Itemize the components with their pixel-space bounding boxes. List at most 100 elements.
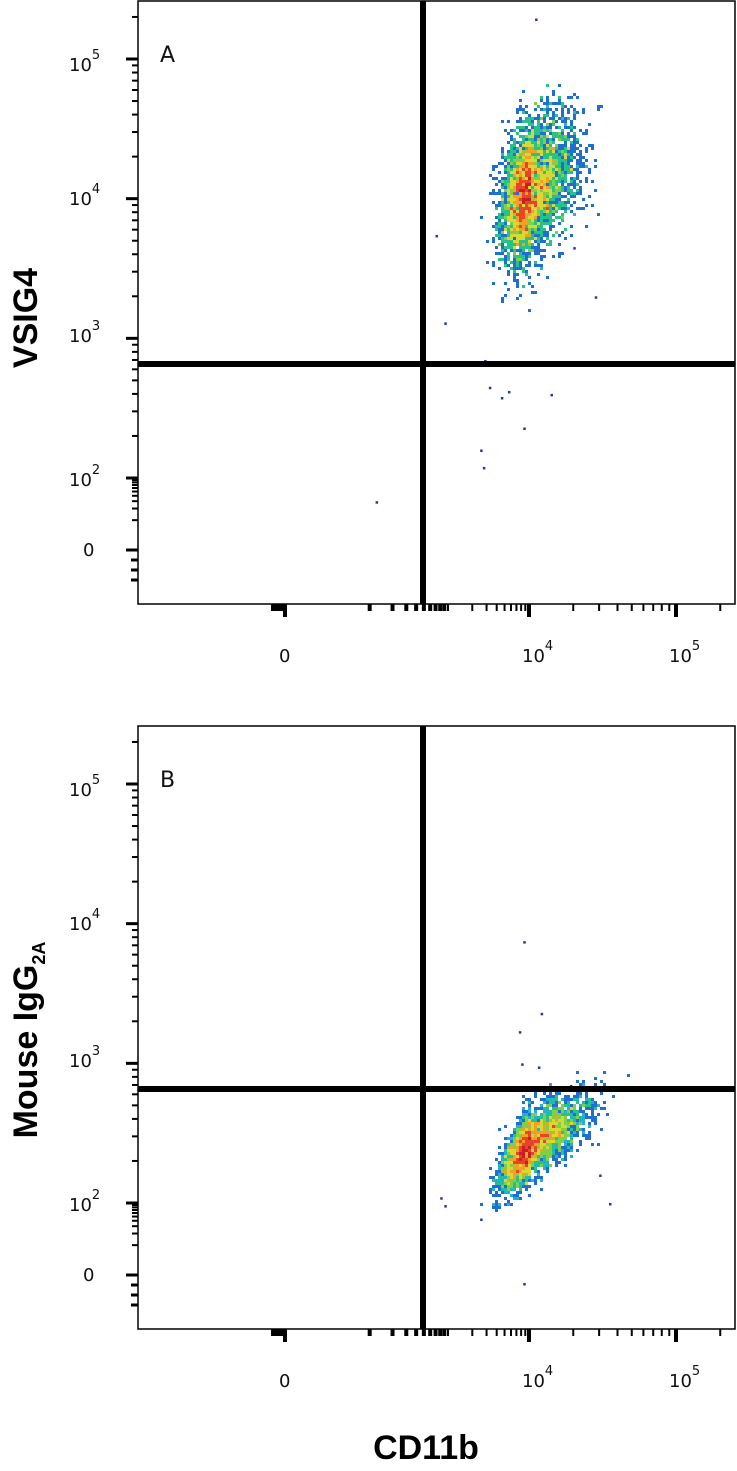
event-dot <box>540 162 543 165</box>
event-dot <box>519 222 522 225</box>
event-dot <box>525 225 528 228</box>
event-dot <box>543 1107 546 1110</box>
event-dot <box>561 168 564 171</box>
event-dot <box>573 1113 576 1116</box>
event-dot <box>540 210 543 213</box>
panel-a-x-tick-label-0: 0 <box>279 646 290 667</box>
event-dot <box>579 186 582 189</box>
event-dot <box>531 1146 534 1149</box>
event-dot <box>540 222 543 225</box>
event-dot <box>549 129 552 132</box>
event-dot <box>504 198 507 201</box>
event-dot <box>573 195 576 198</box>
event-dot <box>534 210 537 213</box>
event-dot <box>510 1137 513 1140</box>
event-dot <box>546 108 549 111</box>
event-dot <box>555 189 558 192</box>
event-dot <box>546 144 549 147</box>
event-dot <box>570 192 573 195</box>
event-dot <box>579 1128 582 1131</box>
event-dot <box>591 1143 594 1146</box>
event-dot <box>513 186 516 189</box>
event-dot <box>549 147 552 150</box>
event-dot <box>501 207 504 210</box>
event-dot <box>498 1179 501 1182</box>
event-dot <box>549 1140 552 1143</box>
event-dot <box>528 120 531 123</box>
panel-b-y-axis-title: Mouse IgG2A <box>7 942 49 1139</box>
event-dot <box>513 162 516 165</box>
event-dot <box>507 1188 510 1191</box>
event-dot <box>567 1107 570 1110</box>
event-dot <box>516 1182 519 1185</box>
event-dot <box>513 150 516 153</box>
event-dot <box>528 138 531 141</box>
event-dot <box>546 1116 549 1119</box>
event-dot <box>594 1104 597 1107</box>
event-dot <box>573 147 576 150</box>
event-dot <box>579 1092 582 1095</box>
event-dot <box>561 1149 564 1152</box>
event-dot <box>555 168 558 171</box>
event-dot <box>510 174 513 177</box>
event-dot <box>495 183 498 186</box>
event-dot <box>501 1158 504 1161</box>
event-dot <box>573 111 576 114</box>
event-dot <box>510 168 513 171</box>
event-dot <box>570 1110 573 1113</box>
event-dot <box>546 1143 549 1146</box>
event-dot <box>522 1164 525 1167</box>
event-dot <box>501 1179 504 1182</box>
event-dot <box>531 150 534 153</box>
event-dot <box>552 177 555 180</box>
event-dot <box>573 168 576 171</box>
event-dot <box>528 117 531 120</box>
event-dot <box>507 225 510 228</box>
event-dot <box>546 219 549 222</box>
event-dot <box>537 204 540 207</box>
event-dot <box>528 1113 531 1116</box>
event-dot <box>549 123 552 126</box>
event-dot <box>522 120 525 123</box>
event-dot <box>516 1164 519 1167</box>
event-dot <box>600 1128 603 1131</box>
event-dot <box>501 297 504 300</box>
event-dot <box>555 132 558 135</box>
event-dot <box>501 210 504 213</box>
event-dot <box>534 1179 537 1182</box>
event-dot <box>567 111 570 114</box>
event-dot <box>558 135 561 138</box>
event-dot <box>516 1149 519 1152</box>
event-dot <box>513 222 516 225</box>
event-dot <box>531 219 534 222</box>
event-dot <box>555 1116 558 1119</box>
event-dot <box>561 1137 564 1140</box>
event-dot <box>507 171 510 174</box>
event-dot <box>522 138 525 141</box>
event-dot <box>537 105 540 108</box>
event-dot <box>549 1128 552 1131</box>
event-dot <box>603 1101 606 1104</box>
event-dot <box>537 147 540 150</box>
event-dot <box>537 246 540 249</box>
event-dot <box>504 1125 507 1128</box>
event-dot <box>546 1152 549 1155</box>
event-dot <box>543 210 546 213</box>
event-dot <box>516 198 519 201</box>
event-dot <box>558 186 561 189</box>
event-dot <box>531 1143 534 1146</box>
event-dot <box>564 1131 567 1134</box>
event-dot <box>579 1110 582 1113</box>
event-dot <box>510 135 513 138</box>
event-dot <box>540 141 543 144</box>
event-dot <box>528 129 531 132</box>
event-dot <box>540 183 543 186</box>
event-dot <box>561 135 564 138</box>
event-dot <box>519 261 522 264</box>
event-dot <box>531 156 534 159</box>
event-dot <box>516 1128 519 1131</box>
event-dot <box>534 177 537 180</box>
event-dot <box>528 1140 531 1143</box>
event-dot <box>501 1170 504 1173</box>
event-dot <box>552 165 555 168</box>
